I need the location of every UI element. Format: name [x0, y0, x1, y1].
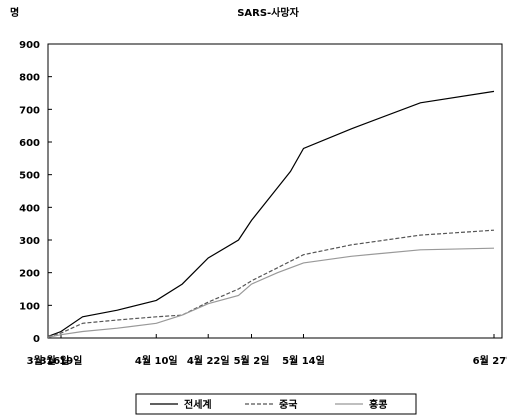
legend-label-2: 중국 — [279, 399, 297, 411]
y-tick-label: 100 — [19, 301, 40, 312]
series-line-1 — [47, 90, 495, 337]
x-tick-label: 6월 27일 — [473, 354, 507, 367]
x-tick-label: 5월 2일 — [234, 354, 270, 367]
x-tick-label: 3월 19일 — [40, 354, 83, 367]
y-tick-label: 500 — [19, 171, 40, 182]
chart-title: SARS-사망자 — [237, 6, 299, 19]
y-tick-label: 400 — [19, 203, 40, 214]
series-line-2 — [47, 229, 495, 337]
plot-frame — [47, 43, 503, 339]
y-axis-label: 명 — [10, 6, 19, 19]
y-tick-label: 300 — [19, 236, 40, 247]
legend: 전세계 중국 홍콩 — [135, 393, 417, 415]
legend-box — [135, 393, 417, 415]
y-tick-label: 200 — [19, 269, 40, 280]
x-tick-label: 4월 10일 — [135, 354, 178, 367]
legend-label-1: 전세계 — [184, 398, 212, 411]
y-tick-label: 0 — [33, 334, 40, 345]
y-tick-label: 700 — [19, 105, 40, 116]
legend-label-3: 홍콩 — [369, 398, 387, 411]
x-tick-label: 3월 16일 — [27, 354, 70, 367]
x-tick-label: 5월 14일 — [282, 354, 325, 367]
y-tick-label: 600 — [19, 138, 40, 149]
y-tick-label: 800 — [19, 73, 40, 84]
series-line-3 — [47, 247, 495, 338]
series-layer — [47, 90, 495, 338]
x-tick-label: 4월 22일 — [187, 354, 230, 367]
y-tick-label: 900 — [19, 40, 40, 51]
